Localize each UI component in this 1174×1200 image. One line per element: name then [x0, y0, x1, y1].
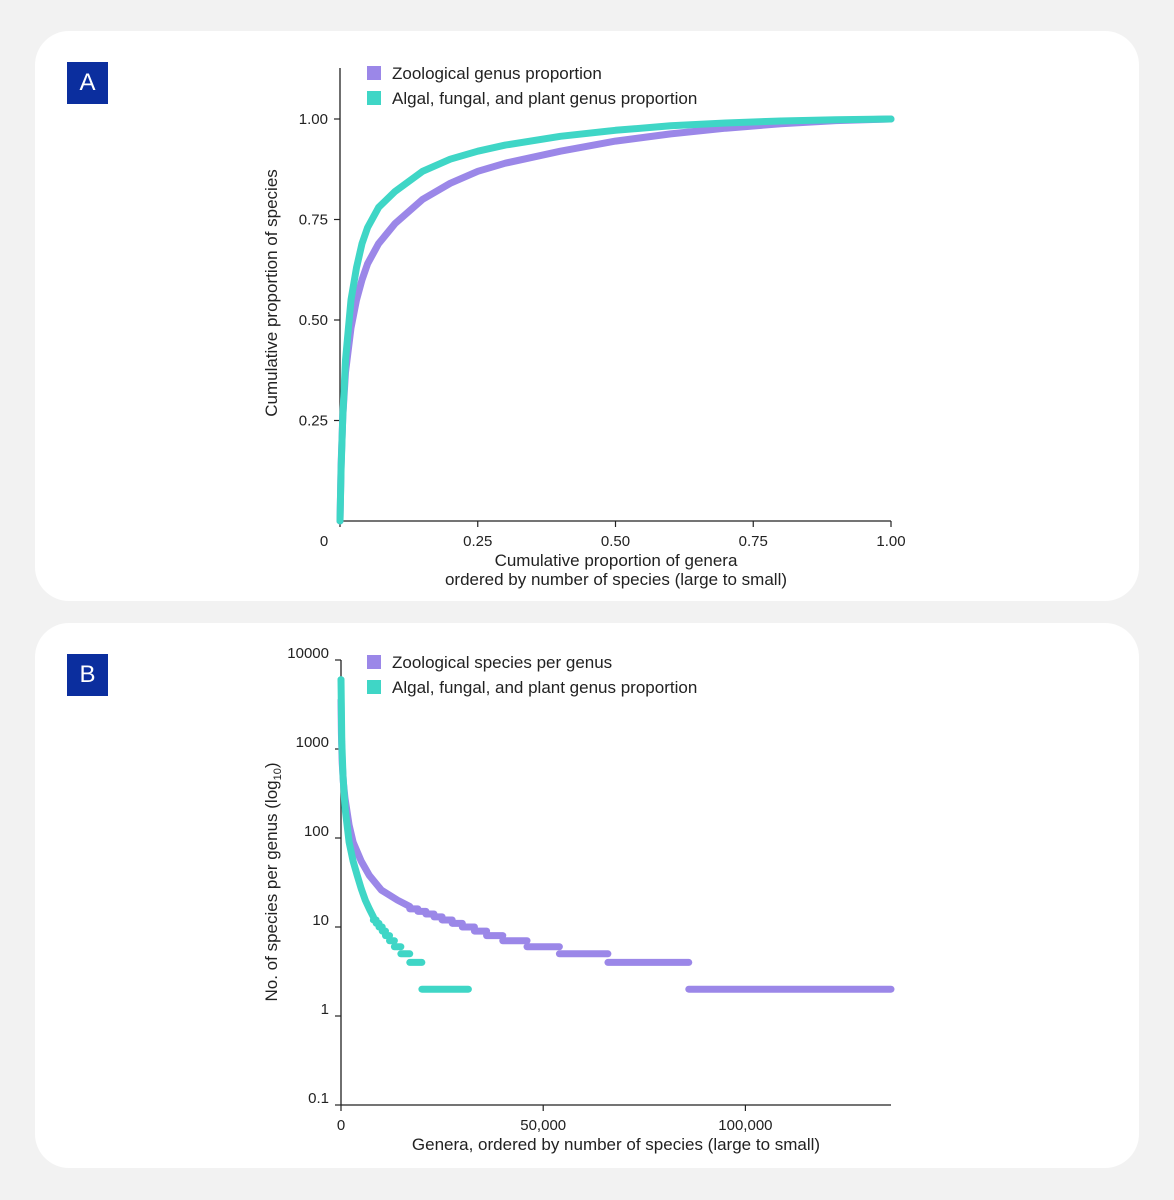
x-tick-label: 0 — [320, 533, 328, 550]
y-tick-label: 1.00 — [299, 111, 328, 128]
legend-label-algal: Algal, fungal, and plant genus proportio… — [392, 89, 697, 108]
y-axis-label: No. of species per genus (log10) — [262, 762, 284, 1001]
panel-a-label: A — [67, 62, 108, 104]
legend-swatch-zoological — [367, 655, 381, 669]
y-axis-label-subscript: 10 — [272, 768, 284, 780]
y-tick-label: 0.1 — [308, 1090, 329, 1107]
x-tick-label: 50,000 — [520, 1117, 566, 1134]
legend-label-zoological: Zoological genus proportion — [392, 64, 602, 83]
panel-b: B — [35, 623, 1139, 1168]
legend-swatch-algal — [367, 680, 381, 694]
y-axis-label-main: No. of species per genus (log — [262, 780, 281, 1001]
legend-label-zoological: Zoological species per genus — [392, 653, 612, 672]
y-tick-label: 1000 — [296, 734, 329, 751]
x-tick-label: 100,000 — [718, 1117, 772, 1134]
x-tick-label: 1.00 — [876, 533, 905, 550]
x-tick-label: 0.25 — [463, 533, 492, 550]
x-tick-label: 0 — [337, 1117, 345, 1134]
chart-a: 0 0.25 0.50 0.75 1.00 0.25 0.50 0.75 1.00 Cumulat… — [262, 64, 906, 589]
y-tick-label: 0.75 — [299, 212, 328, 229]
x-axis-label: Genera, ordered by number of species (la… — [412, 1135, 820, 1154]
x-axis-label-line2: ordered by number of species (large to s… — [445, 570, 787, 589]
legend-swatch-zoological — [367, 66, 381, 80]
x-tick-label: 0.50 — [601, 533, 630, 550]
panel-a: A — [35, 31, 1139, 601]
y-axis-label-end: ) — [262, 762, 281, 768]
legend-swatch-algal — [367, 91, 381, 105]
panel-b-label: B — [67, 654, 108, 696]
y-tick-label: 100 — [304, 823, 329, 840]
y-tick-label: 0.25 — [299, 413, 328, 430]
y-tick-label: 10 — [312, 912, 329, 929]
y-tick-label: 0.50 — [299, 312, 328, 329]
y-tick-label: 10000 — [287, 645, 329, 662]
x-tick-label: 0.75 — [739, 533, 768, 550]
legend-label-algal: Algal, fungal, and plant genus proportio… — [392, 678, 697, 697]
series-top-point-algal — [337, 676, 345, 684]
series-curve-zoological — [337, 697, 414, 910]
y-tick-label: 1 — [321, 1001, 329, 1018]
x-axis-label: Cumulative proportion of genera — [495, 551, 738, 570]
y-axis-label: Cumulative proportion of species — [262, 169, 281, 417]
series-curve-algal — [337, 676, 377, 921]
series-line-algal — [336, 115, 895, 525]
